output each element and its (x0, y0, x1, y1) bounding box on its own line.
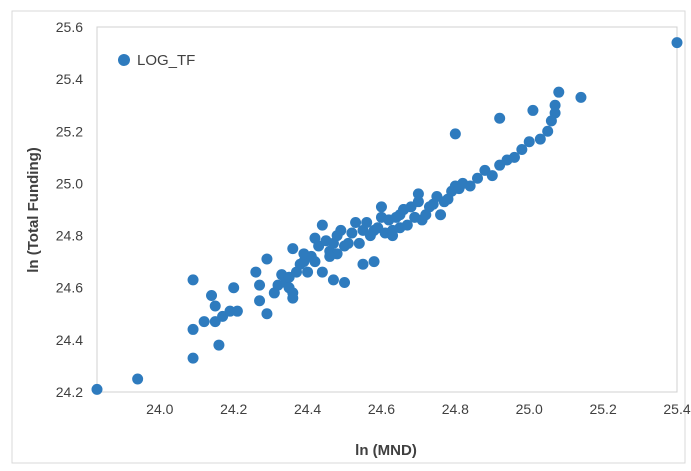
data-point (298, 248, 310, 260)
x-tick-label: 24.6 (368, 401, 395, 417)
data-point (435, 209, 447, 221)
data-point (287, 243, 299, 255)
data-point (228, 282, 240, 294)
data-point (213, 339, 225, 351)
data-point (387, 224, 399, 236)
x-tick-label: 25.4 (663, 401, 690, 417)
data-point (353, 237, 365, 249)
data-point (287, 292, 299, 304)
data-point (508, 151, 520, 163)
data-point (527, 104, 539, 116)
data-point (398, 204, 410, 215)
y-axis-title: ln (Total Funding) (25, 147, 42, 273)
y-tick-label: 25.0 (56, 175, 83, 191)
data-point (254, 279, 266, 291)
data-points (91, 37, 683, 395)
data-point (549, 99, 561, 111)
y-axis-ticks: 24.2 24.4 24.6 24.8 25.0 25.2 25.4 25.6 (56, 19, 83, 400)
data-point (545, 115, 557, 127)
data-point (516, 144, 528, 156)
data-point (357, 258, 369, 270)
data-point (132, 373, 144, 385)
data-point (534, 133, 546, 145)
data-point (361, 217, 373, 229)
data-point (412, 188, 424, 200)
data-point (316, 266, 328, 278)
data-point (486, 170, 498, 182)
data-point (575, 91, 587, 103)
x-axis-title: ln (MND) (355, 442, 417, 459)
data-point (283, 282, 295, 294)
data-point (254, 295, 266, 307)
y-tick-label: 25.6 (56, 19, 83, 35)
data-point (346, 227, 358, 239)
data-point (250, 266, 262, 278)
data-point (91, 383, 103, 395)
x-tick-label: 24.8 (442, 401, 469, 417)
y-tick-label: 24.8 (56, 228, 83, 244)
data-point (342, 237, 354, 249)
data-point (316, 219, 328, 231)
data-point (523, 136, 535, 148)
data-point (375, 201, 387, 213)
x-tick-label: 24.0 (146, 401, 173, 417)
data-point (542, 125, 554, 137)
data-point (231, 305, 243, 317)
data-point (187, 323, 199, 335)
data-point (671, 37, 683, 49)
y-tick-label: 25.2 (56, 123, 83, 139)
data-point (187, 274, 199, 286)
data-point (327, 274, 339, 286)
data-point (449, 128, 461, 140)
x-tick-label: 24.2 (220, 401, 247, 417)
data-point (401, 219, 413, 231)
data-point (350, 217, 362, 229)
y-tick-label: 24.6 (56, 280, 83, 296)
data-point (553, 86, 565, 98)
data-point (261, 253, 273, 265)
x-axis-ticks: 24.0 24.2 24.4 24.6 24.8 25.0 25.2 25.4 (146, 401, 691, 417)
data-point (198, 316, 210, 328)
data-point (494, 112, 506, 124)
plot-area-frame (11, 10, 686, 464)
data-point (187, 352, 199, 364)
x-tick-label: 25.0 (516, 401, 543, 417)
y-tick-label: 24.2 (56, 384, 83, 400)
data-point (309, 232, 321, 244)
data-point (412, 196, 424, 208)
legend: LOG_TF (118, 52, 195, 69)
data-point (339, 277, 351, 288)
data-point (464, 180, 476, 192)
plot-area-border (96, 26, 678, 393)
legend-marker (118, 54, 130, 66)
y-tick-label: 25.4 (56, 71, 83, 87)
legend-label: LOG_TF (137, 52, 195, 69)
x-tick-label: 25.2 (589, 401, 616, 417)
y-tick-label: 24.4 (56, 332, 83, 348)
data-point (472, 172, 484, 184)
x-tick-label: 24.4 (294, 401, 321, 417)
data-point (324, 250, 336, 262)
data-point (206, 290, 218, 302)
data-point (209, 300, 221, 312)
data-point (302, 266, 314, 278)
data-point (309, 256, 321, 268)
data-point (368, 256, 380, 268)
data-point (335, 224, 347, 236)
data-point (261, 308, 273, 320)
